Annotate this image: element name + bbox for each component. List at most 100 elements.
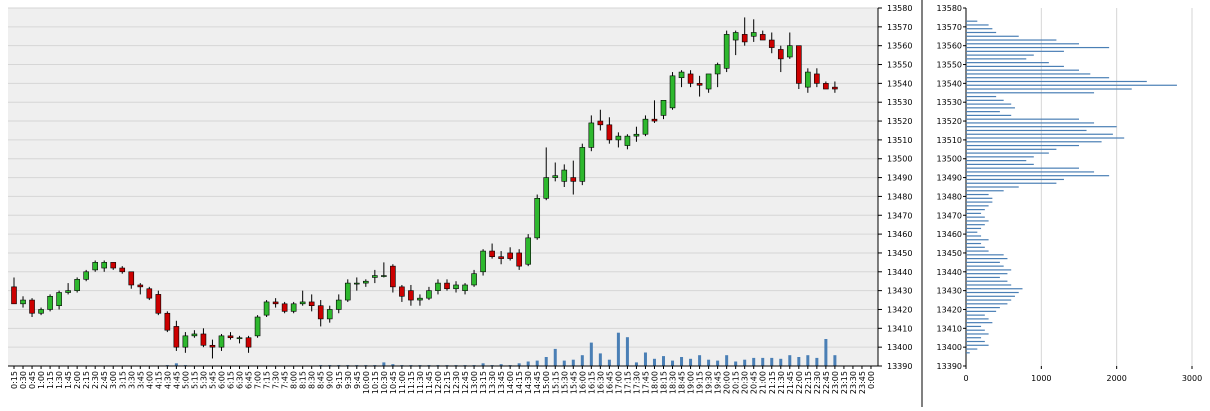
vp-bar [966, 50, 1064, 52]
volume-bar [716, 360, 720, 366]
candle-body [525, 237, 531, 265]
vp-y-tick-label: 13490 [937, 174, 962, 183]
x-tick-label: 23:30 [849, 371, 858, 394]
candle-body [20, 299, 26, 305]
candle-body [101, 262, 108, 269]
x-tick-label: 6:00 [217, 371, 226, 389]
x-tick-label: 19:00 [687, 371, 696, 394]
x-tick-label: 22:15 [804, 371, 813, 394]
candle-body [624, 135, 631, 146]
vp-x-tick-label: 2000 [1106, 374, 1126, 383]
y-tick-label: 13520 [887, 117, 912, 126]
vp-bar [966, 246, 985, 248]
vp-bar [966, 314, 985, 316]
x-tick-label: 9:45 [353, 371, 362, 389]
candle-body [615, 135, 622, 141]
candle-body [561, 169, 568, 182]
vp-bar [966, 122, 1095, 124]
vp-y-tick-label: 13540 [937, 79, 962, 88]
candle-body [759, 34, 766, 41]
candle-body [38, 309, 44, 314]
vp-y-tick-label: 13430 [937, 287, 962, 296]
candle-body [92, 262, 98, 271]
candle-body [732, 32, 739, 41]
x-tick-label: 8:15 [299, 371, 308, 389]
candle-body [164, 312, 171, 331]
x-tick-label: 2:00 [73, 371, 82, 389]
vp-bar [966, 171, 1095, 173]
x-tick-label: 6:15 [227, 371, 236, 389]
volume-bar [607, 359, 611, 366]
vp-bar [966, 325, 982, 328]
vp-bar [966, 344, 989, 346]
vp-y-tick-label: 13390 [937, 362, 962, 371]
volume-bar [671, 360, 675, 366]
candle-body [516, 252, 522, 267]
vp-bar [966, 201, 993, 203]
vp-bar [966, 148, 1057, 150]
candle-body [308, 301, 315, 307]
vp-bar [966, 193, 989, 196]
candle-body [191, 333, 198, 337]
candle-body [335, 299, 342, 310]
candle-body [570, 177, 577, 182]
y-tick-label: 13460 [887, 230, 912, 239]
vp-bar [966, 269, 1012, 271]
candle-body [182, 335, 189, 348]
vp-x-tick-label: 1000 [1031, 374, 1051, 383]
y-tick-label: 13580 [887, 4, 912, 13]
candle-body [426, 290, 432, 299]
candle-body [669, 75, 676, 109]
x-tick-label: 15:15 [551, 371, 560, 394]
candle-body [597, 120, 604, 126]
y-tick-label: 13410 [887, 324, 912, 333]
x-tick-label: 19:45 [714, 371, 723, 394]
x-tick-label: 23:15 [840, 371, 849, 394]
volume-bar [634, 362, 638, 366]
candle-body [399, 286, 405, 297]
vp-bar [966, 77, 1110, 79]
vp-bar [966, 46, 1110, 49]
vp-bar [966, 299, 1012, 301]
candle-body [741, 34, 748, 43]
candle-body [462, 284, 468, 291]
x-tick-label: 15:00 [542, 371, 551, 394]
volume-bar [580, 355, 584, 366]
x-tick-label: 10:15 [371, 371, 380, 394]
x-tick-label: 21:00 [759, 371, 768, 394]
vp-bar [966, 258, 1008, 260]
vp-bar [966, 197, 993, 199]
x-tick-label: 14:15 [515, 371, 524, 394]
x-tick-label: 7:30 [272, 371, 281, 389]
candle-body [606, 124, 613, 141]
candle-body [796, 45, 802, 84]
x-tick-label: 12:45 [461, 371, 470, 394]
vp-bar [966, 114, 1012, 116]
candle-body [534, 198, 541, 239]
volume-bar [589, 342, 593, 366]
volume-bar [382, 362, 386, 366]
vp-y-tick-label: 13450 [937, 249, 962, 258]
vp-bar [966, 152, 1049, 154]
candle-body [326, 309, 333, 320]
candle-body [146, 288, 153, 299]
vp-bar [966, 220, 989, 222]
x-tick-label: 7:00 [254, 371, 263, 389]
candle-body [272, 301, 279, 305]
vp-x-tick-label: 0 [963, 374, 968, 383]
vp-bar [966, 310, 997, 312]
x-tick-label: 8:30 [308, 371, 317, 389]
vp-bar [966, 111, 1000, 113]
vp-bar [966, 20, 978, 22]
candle-body [768, 39, 775, 48]
volume-bar [752, 357, 756, 366]
vp-bar [966, 250, 989, 252]
vp-bar [966, 337, 982, 339]
volume-bar [797, 357, 801, 366]
x-tick-label: 13:15 [479, 371, 488, 394]
candle-body [83, 271, 89, 280]
vp-bar [966, 295, 1015, 297]
vp-bar [966, 99, 1004, 101]
x-tick-label: 17:45 [641, 371, 650, 394]
vp-bar [966, 265, 1004, 267]
